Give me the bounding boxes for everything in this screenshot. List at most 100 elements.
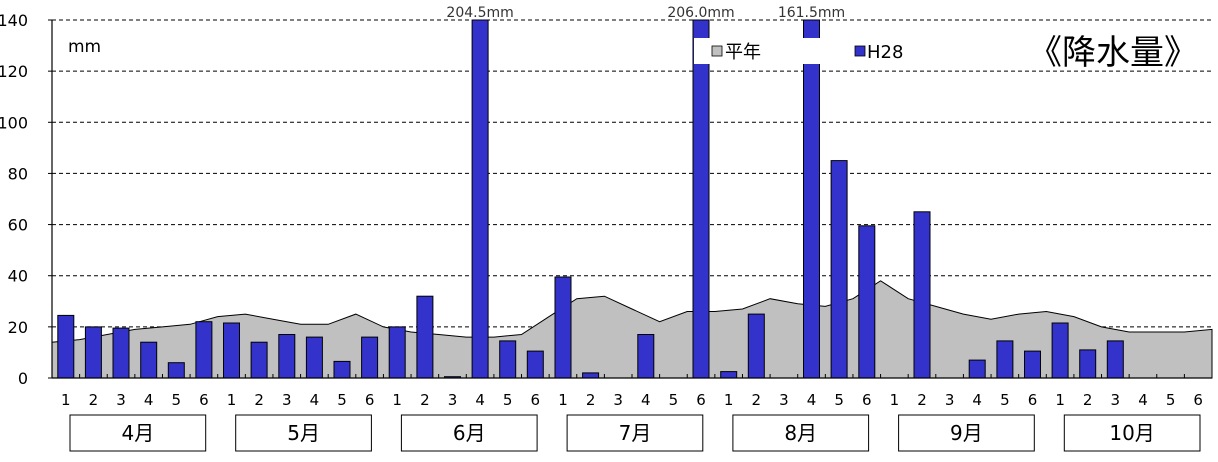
period-label: 4	[475, 391, 485, 409]
period-label: 3	[116, 391, 126, 409]
h28-bar	[305, 336, 323, 379]
h28-bar	[112, 327, 130, 379]
period-label: 4	[144, 391, 154, 409]
period-label: 2	[420, 391, 430, 409]
month-box	[1063, 414, 1201, 452]
period-label: 3	[1111, 391, 1121, 409]
period-label: 6	[199, 391, 209, 409]
overflow-labels: 204.5mm 206.0mm 161.5mm	[446, 5, 845, 21]
h28-bar	[692, 19, 710, 379]
h28-bar	[471, 19, 489, 379]
period-label: 2	[586, 391, 596, 409]
period-label: 2	[1083, 391, 1093, 409]
chart-title: 《降水量》	[1028, 33, 1198, 73]
h28-bar	[968, 359, 986, 379]
period-label: 5	[503, 391, 513, 409]
h28-bar	[913, 211, 931, 379]
y-tick-label: 100	[0, 113, 28, 132]
h28-bars	[57, 19, 1124, 379]
h28-bar	[416, 295, 434, 379]
period-label: 1	[392, 391, 402, 409]
h28-bar	[278, 334, 296, 379]
h28-bar	[333, 360, 351, 379]
period-label: 6	[365, 391, 375, 409]
h28-bar	[195, 321, 213, 379]
month-box	[400, 414, 538, 452]
period-label: 6	[862, 391, 872, 409]
period-label: 4	[1138, 391, 1148, 409]
legend: 平年 H28	[694, 38, 904, 64]
period-label: 4	[641, 391, 651, 409]
period-label: 1	[227, 391, 237, 409]
h28-bar	[1079, 349, 1097, 379]
period-label: 4	[972, 391, 982, 409]
legend-normal-label: 平年	[725, 42, 761, 63]
overflow-value-label: 206.0mm	[667, 5, 734, 21]
h28-bar	[167, 362, 185, 379]
h28-bar	[858, 225, 876, 379]
legend-background	[694, 38, 904, 64]
month-label: 7月	[619, 421, 652, 445]
month-box	[566, 414, 704, 452]
month-label: 6月	[453, 421, 486, 445]
legend-h28-label: H28	[867, 42, 903, 63]
legend-normal-swatch	[711, 45, 723, 57]
period-label: 6	[1193, 391, 1203, 409]
month-box	[732, 414, 870, 452]
month-labels: 4月 5月 6月 7月 8月 9月 10月	[69, 414, 1201, 452]
period-label: 1	[1055, 391, 1065, 409]
h28-bar	[361, 336, 379, 379]
h28-bar	[582, 372, 600, 379]
month-label: 5月	[287, 421, 320, 445]
period-label: 2	[917, 391, 927, 409]
month-box	[898, 414, 1035, 452]
overflow-value-label: 204.5mm	[446, 5, 513, 21]
y-tick-label: 120	[0, 62, 28, 81]
h28-bar	[526, 350, 544, 379]
period-label: 5	[669, 391, 679, 409]
legend-h28-swatch	[854, 45, 866, 57]
h28-bar	[84, 326, 102, 379]
h28-bar	[388, 326, 406, 379]
h28-bar	[1051, 322, 1069, 379]
h28-bar	[499, 340, 517, 379]
h28-bar	[57, 314, 75, 379]
unit-label: mm	[68, 37, 101, 57]
period-label: 1	[724, 391, 734, 409]
h28-bar	[996, 340, 1014, 379]
period-label: 1	[558, 391, 568, 409]
grid-layer: 0 20 40 60 80 100 120 140	[0, 11, 1212, 388]
y-tick-label: 40	[8, 267, 28, 286]
period-label: 6	[1028, 391, 1038, 409]
h28-bar	[250, 341, 268, 379]
month-box	[69, 414, 207, 452]
period-label: 5	[337, 391, 347, 409]
month-label: 9月	[950, 421, 983, 445]
h28-bar	[1106, 340, 1124, 379]
month-box	[235, 414, 372, 452]
h28-bar	[830, 160, 848, 379]
period-label: 3	[945, 391, 955, 409]
month-label: 4月	[122, 421, 155, 445]
h28-bar	[747, 313, 765, 379]
y-tick-label: 140	[0, 11, 28, 30]
period-label: 2	[752, 391, 762, 409]
period-label: 3	[779, 391, 789, 409]
y-tick-label: 0	[18, 369, 28, 388]
period-label: 3	[448, 391, 458, 409]
period-label: 6	[696, 391, 706, 409]
overflow-value-label: 161.5mm	[778, 5, 845, 21]
y-tick-label: 60	[8, 216, 28, 235]
axes	[48, 19, 1213, 379]
month-label: 8月	[784, 421, 817, 445]
h28-bar	[720, 371, 738, 379]
period-label: 3	[613, 391, 623, 409]
y-tick-label: 80	[8, 164, 28, 183]
period-label: 4	[807, 391, 817, 409]
period-label: 4	[310, 391, 320, 409]
h28-bar	[637, 334, 655, 379]
period-label: 6	[531, 391, 541, 409]
period-label: 3	[282, 391, 292, 409]
